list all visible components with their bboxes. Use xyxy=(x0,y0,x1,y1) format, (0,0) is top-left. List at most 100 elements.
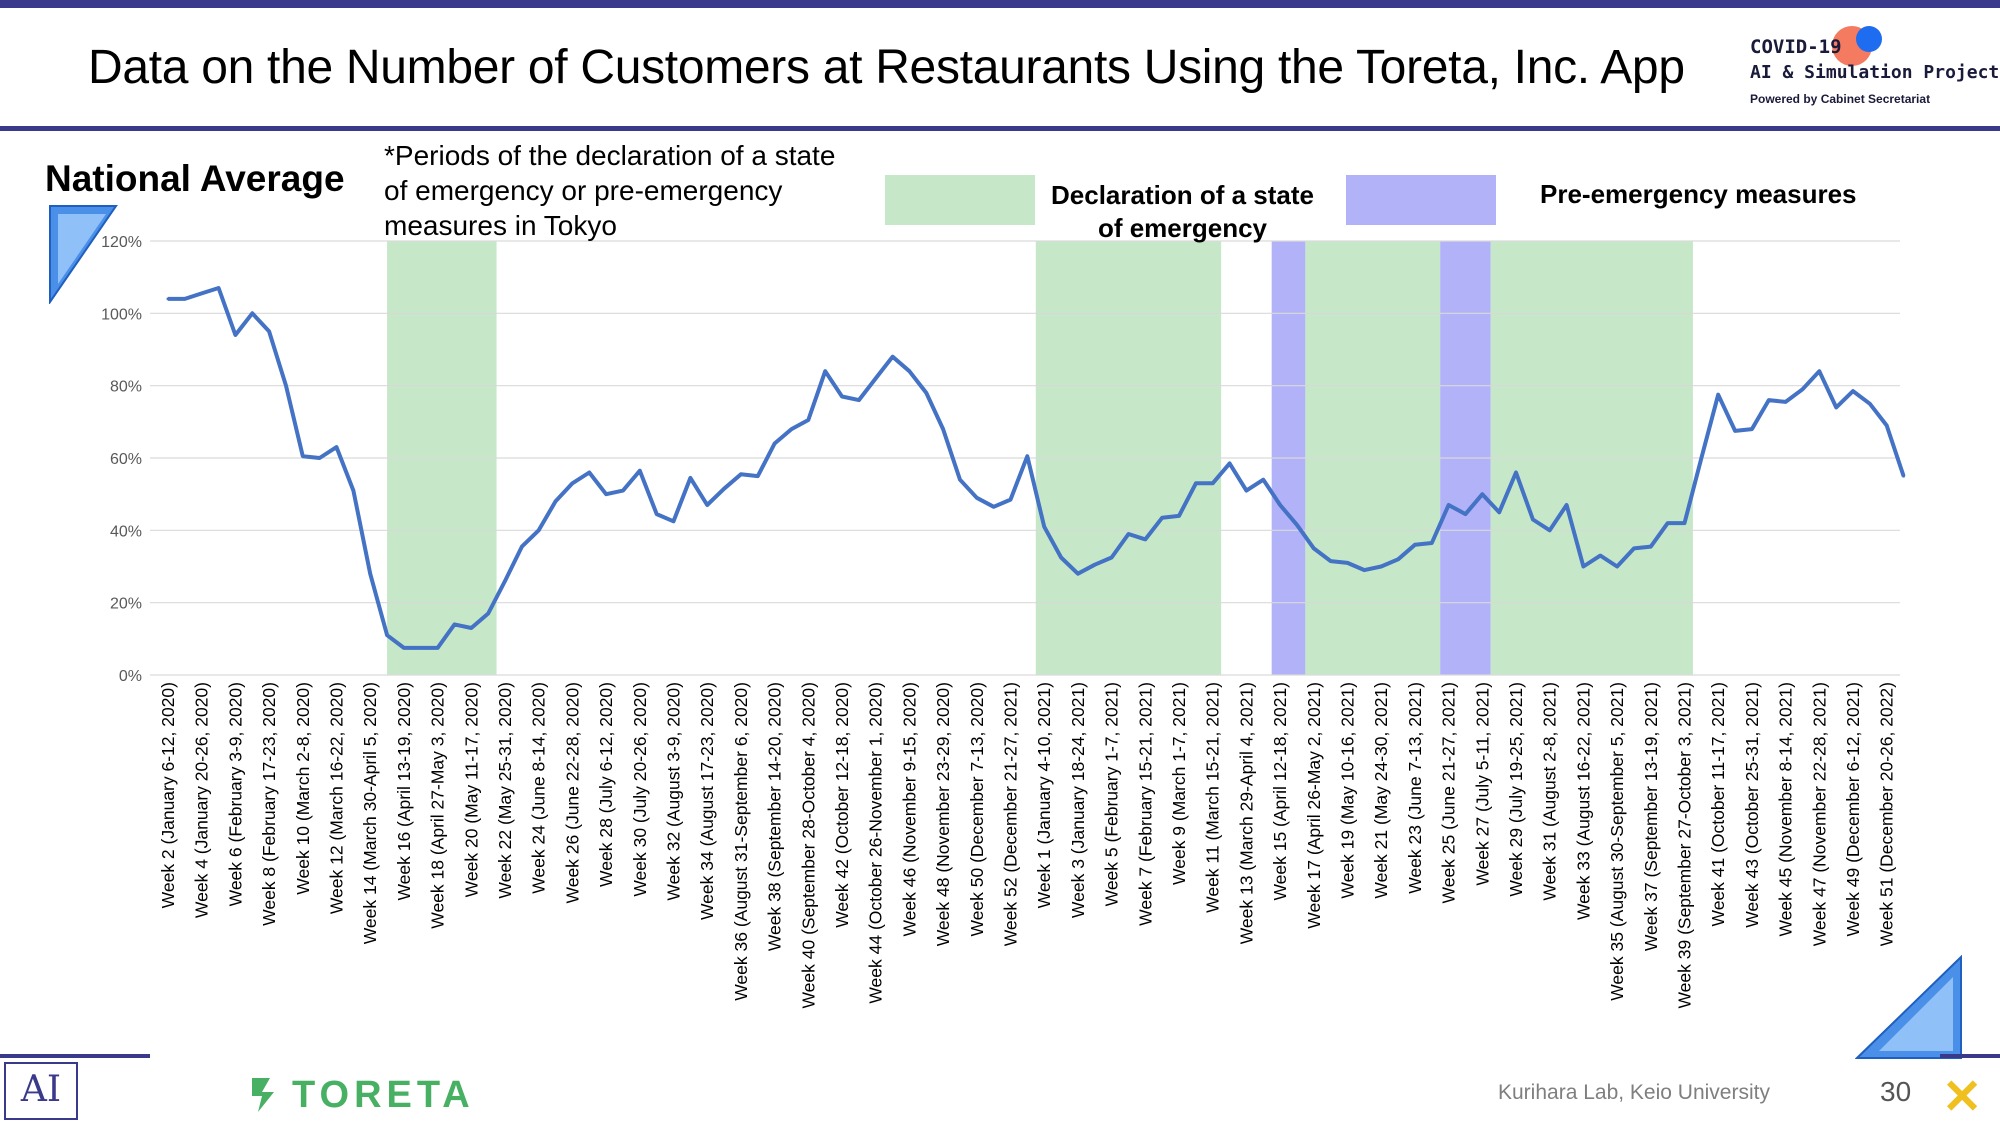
x-tick-label: Week 11 (March 15-21, 2021) xyxy=(1203,682,1223,913)
data-point xyxy=(318,456,322,460)
x-tick-label: Week 29 (July 19-25, 2021) xyxy=(1506,682,1526,897)
data-point xyxy=(891,355,895,359)
data-point xyxy=(402,646,406,650)
data-point xyxy=(1362,568,1366,572)
x-tick-label: Week 13 (March 29-April 4, 2021) xyxy=(1236,682,1256,944)
x-tick-label: Week 28 (July 6-12, 2020) xyxy=(596,682,616,887)
data-point xyxy=(806,418,810,422)
top-accent-bar xyxy=(0,0,2000,8)
data-point xyxy=(1716,393,1720,397)
y-tick-label: 100% xyxy=(101,306,142,323)
data-point xyxy=(385,633,389,637)
logo-line1: COVID-19 xyxy=(1750,36,1842,58)
logo-line2: AI & Simulation Project xyxy=(1750,62,2000,83)
data-point xyxy=(1430,541,1434,545)
x-tick-label: Week 2 (January 6-12, 2020) xyxy=(158,682,178,908)
x-tick-label: Week 43 (October 25-31, 2021) xyxy=(1742,682,1762,928)
corner-triangle-icon xyxy=(1855,955,1962,1059)
x-tick-label: Week 35 (August 30-September 5, 2021) xyxy=(1607,682,1627,1001)
x-tick-label: Week 47 (November 22-28, 2021) xyxy=(1809,682,1829,946)
x-tick-label: Week 19 (May 10-16, 2021) xyxy=(1338,682,1358,899)
data-point xyxy=(773,442,777,446)
periods-note: *Periods of the declaration of a state o… xyxy=(384,140,836,241)
line-chart: 0% 20% 40% 60% 80% 100% 120% Week 2 (January 6… xyxy=(101,234,1906,1009)
data-point xyxy=(554,499,558,503)
data-point xyxy=(351,489,355,493)
x-tick-label: Week 5 (February 1-7, 2021) xyxy=(1102,682,1122,906)
data-point xyxy=(1413,543,1417,547)
data-point xyxy=(1581,565,1585,568)
data-point xyxy=(1699,456,1703,460)
data-point xyxy=(1817,369,1821,373)
x-tick-label: Week 9 (March 1-7, 2021) xyxy=(1169,682,1189,885)
data-point xyxy=(419,646,423,650)
data-point xyxy=(1396,557,1400,561)
x-axis-ticks: Week 2 (January 6-12, 2020) Week 4 (Janua… xyxy=(158,682,1897,1009)
data-point xyxy=(1649,545,1653,549)
x-tick-label: Week 42 (October 12-18, 2020) xyxy=(832,682,852,928)
x-tick-label: Week 46 (November 9-15, 2020) xyxy=(899,682,919,937)
data-point xyxy=(1042,525,1046,529)
x-tick-label: Week 12 (March 16-22, 2020) xyxy=(327,682,347,914)
data-point xyxy=(907,369,911,373)
data-point xyxy=(1851,389,1855,393)
toreta-wordmark: TORETA xyxy=(292,1074,475,1116)
x-tick-label: Week 15 (April 12-18, 2021) xyxy=(1270,682,1290,901)
legend-pre-emergency-label: Pre-emergency measures xyxy=(1540,179,1857,209)
data-point xyxy=(1447,503,1451,507)
data-point xyxy=(1784,400,1788,404)
x-tick-label: Week 31 (August 2-8, 2021) xyxy=(1540,682,1560,901)
data-point xyxy=(638,469,642,473)
x-tick-label: Week 37 (September 13-19, 2021) xyxy=(1641,682,1661,951)
data-point xyxy=(1126,532,1130,536)
data-point xyxy=(1295,523,1299,527)
data-point xyxy=(1228,461,1232,465)
x-tick-label: Week 45 (November 8-14, 2021) xyxy=(1776,682,1796,937)
series-line xyxy=(168,286,1906,650)
x-tick-label: Week 50 (December 7-13, 2020) xyxy=(967,682,987,937)
logo-blue-dot-icon xyxy=(1856,26,1882,52)
data-point xyxy=(436,646,440,650)
lab-credit: Kurihara Lab, Keio University xyxy=(1498,1081,1770,1104)
data-point xyxy=(823,369,827,373)
data-point xyxy=(1615,565,1619,568)
data-point xyxy=(1346,561,1349,565)
corner-triangle-icon xyxy=(49,205,118,304)
data-point xyxy=(739,472,743,476)
data-point xyxy=(655,512,659,516)
x-tick-label: Week 14 (March 30-April 5, 2020) xyxy=(360,682,380,944)
x-tick-label: Week 3 (January 18-24, 2021) xyxy=(1068,682,1088,918)
data-point xyxy=(335,445,338,449)
page-number: 30 xyxy=(1880,1076,1912,1107)
data-point xyxy=(233,333,237,337)
data-point xyxy=(1598,554,1602,558)
x-tick-label: Week 44 (October 26-November 1, 2020) xyxy=(866,682,886,1004)
data-point xyxy=(183,297,187,301)
x-tick-label: Week 38 (September 14-20, 2020) xyxy=(765,682,785,951)
x-tick-label: Week 18 (April 27-May 3, 2020) xyxy=(428,682,448,929)
data-point xyxy=(267,329,271,333)
data-point xyxy=(587,470,591,474)
x-tick-label: Week 22 (May 25-31, 2020) xyxy=(495,682,515,899)
x-tick-label: Week 51 (December 20-26, 2022) xyxy=(1877,682,1897,946)
data-point xyxy=(1565,503,1569,507)
y-tick-label: 0% xyxy=(119,668,142,685)
series-national-average xyxy=(166,286,1906,650)
y-axis-ticks: 0% 20% 40% 60% 80% 100% 120% xyxy=(101,234,142,685)
logo-line3: Powered by Cabinet Secretariat xyxy=(1750,92,1931,106)
x-tick-label: Week 36 (August 31-September 6, 2020) xyxy=(731,682,751,1001)
x-tick-label: Week 52 (December 21-27, 2021) xyxy=(1001,682,1021,946)
x-tick-label: Week 17 (April 26-May 2, 2021) xyxy=(1304,682,1324,929)
data-point xyxy=(200,291,204,295)
data-point xyxy=(1531,517,1535,521)
data-point xyxy=(1666,521,1670,525)
data-point xyxy=(1177,514,1181,518)
x-tick-label: Week 41 (October 11-17, 2021) xyxy=(1708,682,1728,927)
data-point xyxy=(1076,572,1080,576)
data-point xyxy=(1683,521,1686,525)
data-point xyxy=(874,376,878,380)
x-tick-label: Week 48 (November 23-29, 2020) xyxy=(933,682,953,946)
data-point xyxy=(452,622,456,626)
data-point xyxy=(1093,563,1097,567)
y-tick-label: 20% xyxy=(110,596,142,613)
